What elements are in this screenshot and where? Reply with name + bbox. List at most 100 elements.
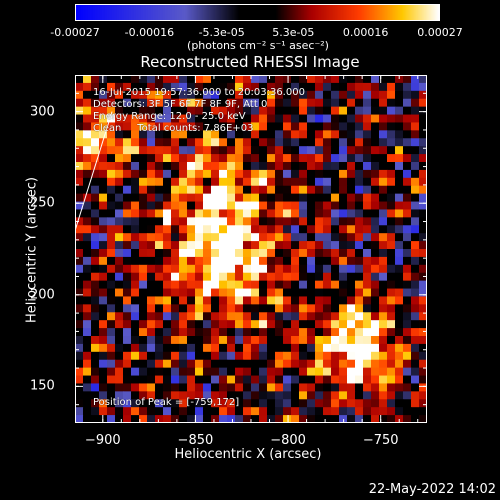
heatmap-cell — [331, 399, 340, 408]
heatmap-cell — [307, 233, 316, 242]
heatmap-cell — [347, 343, 356, 353]
heatmap-cell — [275, 375, 284, 384]
heatmap-cell — [411, 146, 420, 155]
heatmap-cell — [195, 75, 204, 84]
heatmap-cell — [163, 193, 172, 203]
heatmap-cell — [179, 296, 188, 305]
heatmap-cell — [155, 383, 164, 392]
heatmap-cell — [347, 193, 356, 203]
heatmap-cell — [235, 225, 244, 234]
heatmap-cell — [195, 320, 204, 329]
heatmap-cell — [163, 154, 172, 163]
heatmap-cell — [227, 351, 236, 361]
heatmap-cell — [83, 82, 92, 92]
heatmap-cell — [283, 375, 292, 384]
heatmap-cell — [363, 209, 372, 218]
heatmap-cell — [331, 233, 340, 242]
heatmap-cell — [99, 280, 108, 290]
x-tick-label: −750 — [362, 433, 399, 448]
heatmap-cell — [203, 272, 212, 282]
heatmap-cell — [227, 407, 236, 416]
heatmap-cell — [147, 249, 156, 258]
heatmap-cell — [315, 296, 324, 305]
heatmap-cell — [203, 367, 212, 377]
heatmap-cell — [259, 304, 268, 313]
heatmap-cell — [339, 106, 348, 116]
heatmap-cell — [347, 296, 356, 305]
heatmap-cell — [131, 264, 140, 274]
heatmap-cell — [307, 328, 316, 337]
heatmap-cell — [411, 162, 420, 171]
heatmap-cell — [235, 201, 244, 210]
heatmap-cell — [235, 130, 244, 139]
heatmap-cell — [235, 391, 244, 400]
heatmap-cell — [171, 383, 180, 392]
heatmap-cell — [243, 177, 252, 187]
heatmap-cell — [275, 209, 284, 218]
heatmap-cell — [411, 383, 420, 392]
heatmap-cell — [283, 162, 292, 171]
heatmap-cell — [323, 90, 332, 100]
heatmap-cell — [91, 407, 100, 416]
heatmap-cell — [323, 343, 332, 353]
heatmap-cell — [107, 130, 116, 139]
heatmap-cell — [267, 146, 276, 155]
heatmap-cell — [307, 114, 316, 123]
heatmap-cell — [211, 225, 220, 234]
heatmap-cell — [259, 272, 268, 282]
heatmap-cell — [75, 264, 84, 274]
heatmap-cell — [259, 138, 268, 147]
heatmap-cell — [243, 75, 252, 84]
heatmap-cell — [171, 280, 180, 290]
heatmap-cell — [323, 367, 332, 377]
heatmap-cell — [195, 90, 204, 100]
heatmap-cell — [75, 169, 84, 179]
heatmap-cell — [323, 272, 332, 282]
heatmap-cell — [187, 264, 196, 274]
heatmap-cell — [315, 367, 324, 377]
heatmap-cell — [323, 351, 332, 361]
heatmap-cell — [379, 280, 388, 290]
heatmap-cell — [99, 304, 108, 313]
heatmap-cell — [171, 106, 180, 116]
heatmap-cell — [267, 130, 276, 139]
heatmap-cell — [379, 288, 388, 297]
heatmap-cell — [283, 154, 292, 163]
heatmap-cell — [107, 217, 116, 226]
heatmap-cell — [339, 304, 348, 313]
heatmap-cell — [115, 312, 124, 321]
heatmap-cell — [283, 328, 292, 337]
heatmap-cell — [243, 375, 252, 384]
heatmap-cell — [323, 114, 332, 123]
heatmap-cell — [163, 138, 172, 147]
heatmap-cell — [219, 130, 228, 139]
heatmap-cell — [331, 328, 340, 337]
heatmap-cell — [219, 249, 228, 258]
heatmap-cell — [331, 375, 340, 384]
heatmap-cell — [115, 328, 124, 337]
heatmap-cell — [371, 201, 380, 210]
heatmap-cell — [147, 264, 156, 274]
heatmap-cell — [275, 154, 284, 163]
heatmap-cell — [131, 185, 140, 195]
heatmap-cell — [195, 138, 204, 147]
heatmap-cell — [83, 138, 92, 147]
heatmap-cell — [211, 415, 220, 423]
heatmap-cell — [315, 106, 324, 116]
heatmap-cell — [259, 256, 268, 266]
heatmap-cell — [411, 272, 420, 282]
heatmap-cell — [139, 304, 148, 313]
heatmap-cell — [195, 169, 204, 179]
heatmap-cell — [411, 304, 420, 313]
heatmap-cell — [259, 320, 268, 329]
heatmap-cell — [419, 256, 427, 266]
heatmap-cell — [275, 82, 284, 92]
heatmap-cell — [187, 162, 196, 171]
heatmap-cell — [163, 106, 172, 116]
heatmap-cell — [355, 359, 364, 369]
heatmap-cell — [187, 407, 196, 416]
heatmap-cell — [243, 138, 252, 147]
heatmap-cell — [347, 98, 356, 108]
heatmap-cell — [195, 312, 204, 321]
heatmap-cell — [123, 249, 132, 258]
